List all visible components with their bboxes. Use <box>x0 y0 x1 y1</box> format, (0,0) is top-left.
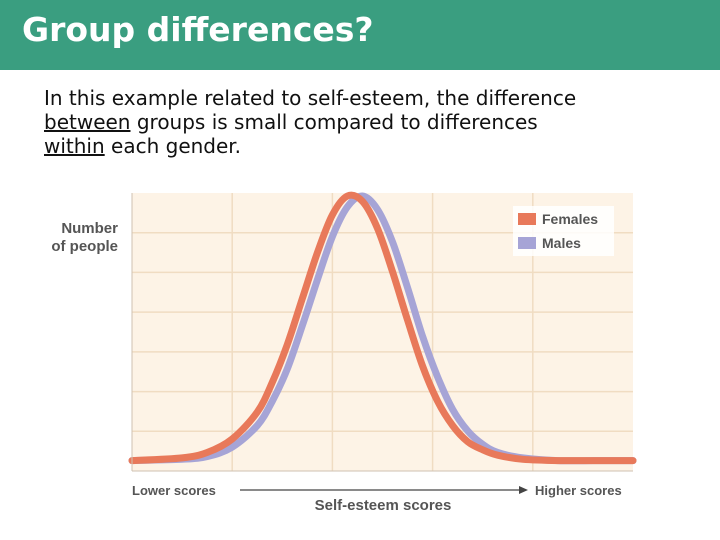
x-low-label: Lower scores <box>132 483 216 498</box>
body-text-within: within <box>44 134 105 158</box>
x-high-label: Higher scores <box>535 483 622 498</box>
series-line-females <box>128 191 637 465</box>
body-text-between: between <box>44 110 131 134</box>
body-text-part3: each gender. <box>104 134 242 158</box>
legend-label-males: Males <box>542 235 581 251</box>
distribution-curves <box>128 191 637 465</box>
legend-swatch-males <box>518 237 536 249</box>
x-axis-arrow-head <box>519 486 528 494</box>
title-bar: Group differences? <box>0 0 720 70</box>
legend: Females Males <box>513 206 614 256</box>
y-axis-label-line1: Number <box>61 220 118 237</box>
legend-label-females: Females <box>542 211 598 227</box>
y-axis-label-line2: of people <box>51 238 118 255</box>
body-text-part2: groups is small compared to differences <box>130 110 538 134</box>
slide-title: Group differences? <box>22 10 374 49</box>
body-text: In this example related to self-esteem, … <box>44 86 704 158</box>
legend-swatch-females <box>518 213 536 225</box>
x-axis-title: Self-esteem scores <box>315 497 452 514</box>
body-text-part1: In this example related to self-esteem, … <box>44 86 577 110</box>
